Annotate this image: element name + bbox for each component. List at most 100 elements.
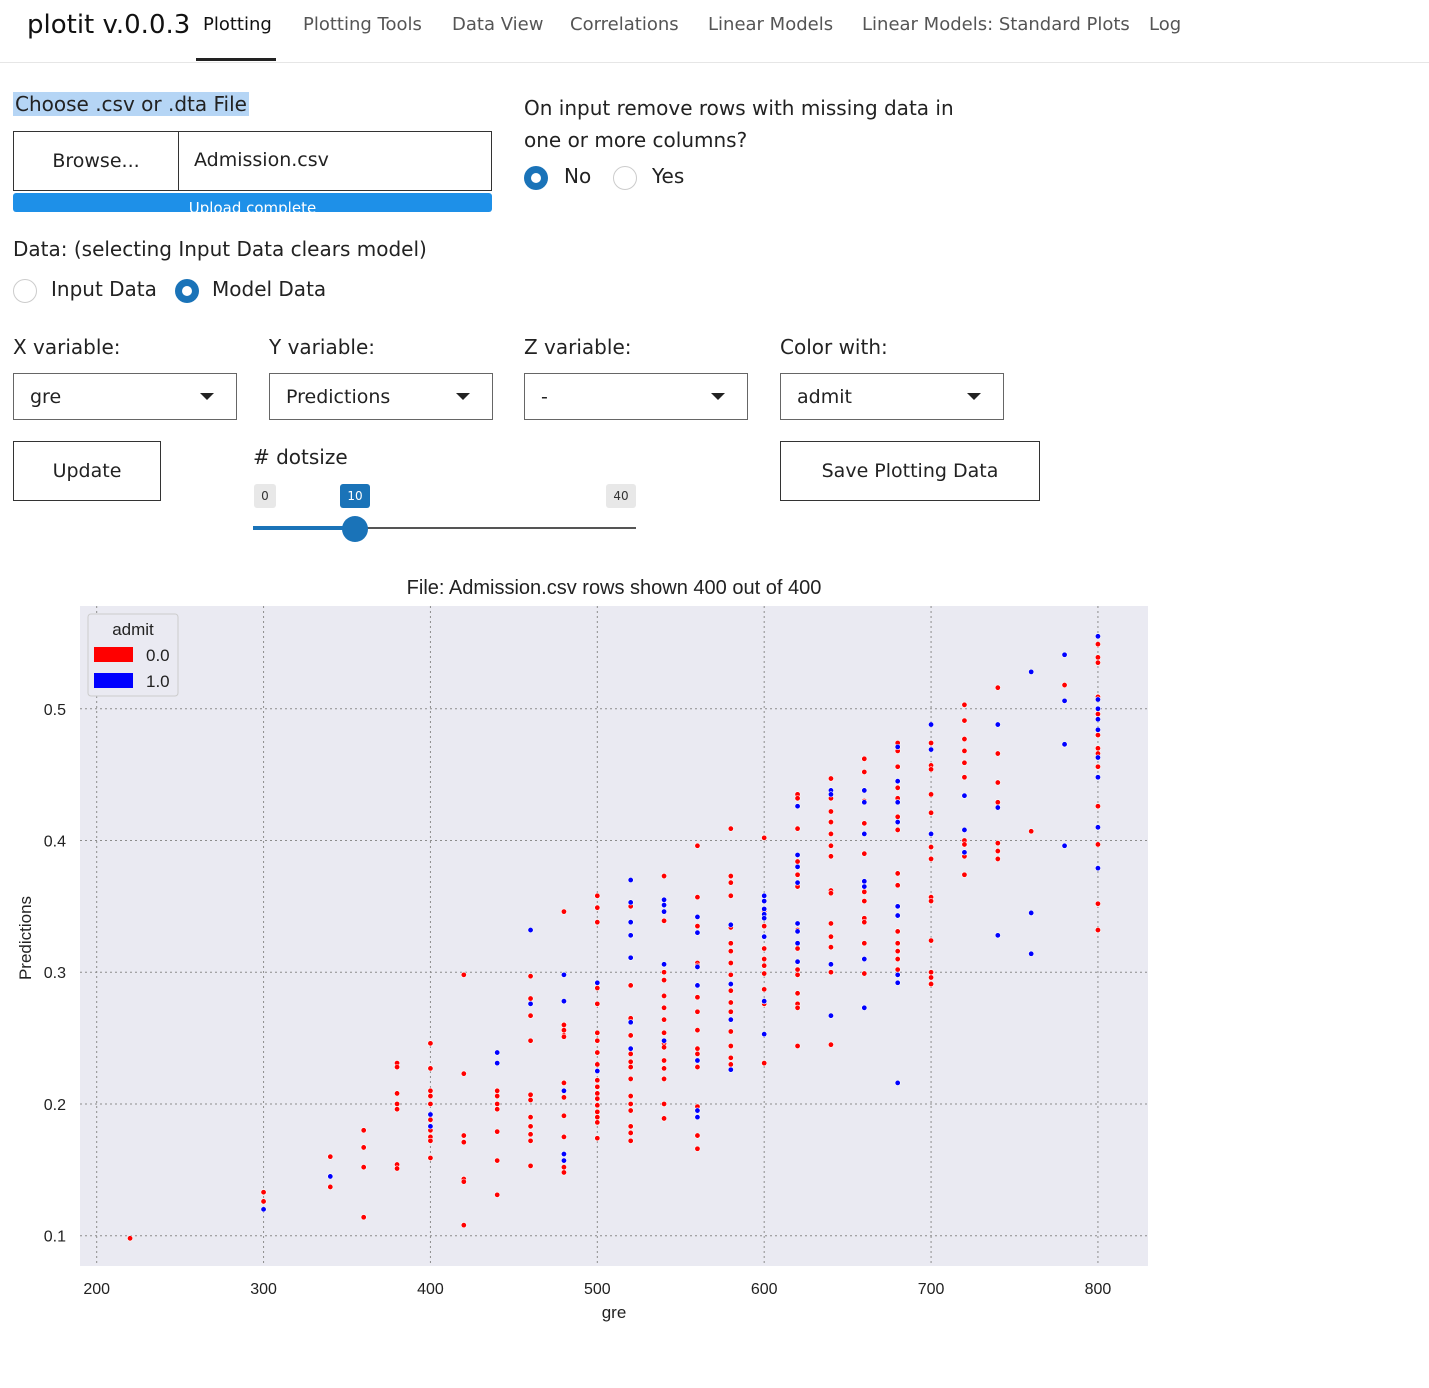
data-point-admit-1 — [794, 851, 801, 858]
data-point-admit-0 — [594, 904, 601, 911]
data-point-admit-0 — [594, 1037, 601, 1044]
tab-data-view[interactable]: Data View — [452, 14, 544, 35]
y-tick-label: 0.3 — [44, 965, 66, 982]
data-point-admit-0 — [427, 1065, 434, 1072]
data-point-admit-1 — [827, 961, 834, 968]
data-point-admit-0 — [460, 1139, 467, 1146]
x-tick-label: 700 — [918, 1281, 945, 1298]
data-point-admit-1 — [627, 1045, 634, 1052]
data-point-admit-1 — [560, 998, 567, 1005]
data-point-admit-1 — [1094, 774, 1101, 781]
tab-log[interactable]: Log — [1149, 14, 1182, 35]
data-point-admit-1 — [694, 963, 701, 970]
chevron-down-icon — [200, 393, 214, 400]
data-point-admit-0 — [661, 977, 668, 984]
data-point-admit-0 — [861, 755, 868, 762]
data-point-admit-0 — [594, 1000, 601, 1007]
data-point-admit-1 — [661, 896, 668, 903]
data-point-admit-0 — [1028, 828, 1035, 835]
data-point-admit-1 — [994, 721, 1001, 728]
data-point-admit-1 — [627, 932, 634, 939]
x-tick-label: 400 — [417, 1281, 444, 1298]
data-point-admit-0 — [727, 1061, 734, 1068]
data-point-admit-1 — [427, 1111, 434, 1118]
data-point-admit-1 — [427, 1123, 434, 1130]
tab-linear-models[interactable]: Linear Models — [708, 14, 834, 35]
dotsize-slider-handle[interactable] — [342, 516, 368, 542]
data-point-admit-0 — [1094, 927, 1101, 934]
file-input-label-text: Choose .csv or .dta File — [13, 92, 249, 116]
data-point-admit-1 — [560, 1087, 567, 1094]
data-point-admit-0 — [1094, 900, 1101, 907]
data-point-admit-0 — [861, 768, 868, 775]
data-point-admit-1 — [861, 956, 868, 963]
update-button[interactable]: Update — [13, 441, 161, 501]
file-name-field[interactable]: Admission.csv — [194, 149, 329, 171]
data-point-admit-0 — [1094, 654, 1101, 661]
data-point-admit-0 — [861, 919, 868, 926]
data-point-admit-0 — [627, 1075, 634, 1082]
color-with-select[interactable]: admit — [780, 373, 1004, 420]
data-point-admit-0 — [861, 820, 868, 827]
z-variable-select[interactable]: - — [524, 373, 748, 420]
data-point-admit-0 — [527, 1091, 534, 1098]
data-point-admit-1 — [1094, 716, 1101, 723]
data-point-admit-1 — [494, 1060, 501, 1067]
radio-model-data[interactable] — [175, 279, 199, 303]
data-point-admit-0 — [560, 1133, 567, 1140]
tab-correlations[interactable]: Correlations — [570, 14, 679, 35]
data-point-admit-0 — [661, 1065, 668, 1072]
data-point-admit-0 — [861, 898, 868, 905]
data-point-admit-0 — [894, 763, 901, 770]
z-variable-value: - — [541, 386, 548, 408]
data-point-admit-0 — [994, 848, 1001, 855]
data-point-admit-0 — [727, 940, 734, 947]
data-point-admit-0 — [560, 1164, 567, 1171]
data-point-admit-0 — [994, 750, 1001, 757]
data-point-admit-0 — [727, 960, 734, 967]
data-point-admit-0 — [494, 1106, 501, 1113]
tab-linear-models-standard-plots[interactable]: Linear Models: Standard Plots — [862, 14, 1130, 35]
data-point-admit-1 — [661, 902, 668, 909]
x-tick-label: 500 — [584, 1281, 611, 1298]
data-point-admit-0 — [127, 1235, 134, 1242]
data-point-admit-0 — [727, 987, 734, 994]
data-point-admit-0 — [794, 858, 801, 865]
x-tick-label: 300 — [250, 1281, 277, 1298]
radio-input-data[interactable] — [13, 279, 37, 303]
data-point-admit-0 — [727, 1054, 734, 1061]
data-point-admit-1 — [627, 1019, 634, 1026]
data-point-admit-1 — [761, 1031, 768, 1038]
data-point-admit-1 — [961, 849, 968, 856]
data-point-admit-0 — [594, 1090, 601, 1097]
data-point-admit-0 — [928, 855, 935, 862]
tab-plotting[interactable]: Plotting — [203, 14, 272, 35]
data-point-admit-0 — [627, 1100, 634, 1107]
data-point-admit-0 — [994, 855, 1001, 862]
y-variable-select[interactable]: Predictions — [269, 373, 493, 420]
save-plotting-data-button[interactable]: Save Plotting Data — [780, 441, 1040, 501]
data-point-admit-0 — [627, 982, 634, 989]
tab-plotting-tools[interactable]: Plotting Tools — [303, 14, 422, 35]
data-point-admit-0 — [594, 985, 601, 992]
radio-missing-no[interactable] — [524, 166, 548, 190]
data-point-admit-1 — [1094, 726, 1101, 733]
chevron-down-icon — [456, 393, 470, 400]
x-axis-label: gre — [602, 1303, 627, 1322]
dotsize-slider-track[interactable] — [253, 527, 636, 529]
upload-progress-text: Upload complete — [188, 199, 317, 212]
data-point-admit-0 — [1094, 841, 1101, 848]
data-point-admit-1 — [894, 903, 901, 910]
data-point-admit-1 — [894, 743, 901, 750]
data-point-admit-1 — [861, 878, 868, 885]
data-point-admit-0 — [661, 1029, 668, 1036]
data-point-admit-1 — [1028, 668, 1035, 675]
data-point-admit-0 — [394, 1090, 401, 1097]
x-variable-select[interactable]: gre — [13, 373, 237, 420]
radio-missing-yes[interactable] — [613, 166, 637, 190]
browse-button[interactable]: Browse... — [14, 132, 179, 190]
data-point-admit-0 — [727, 1028, 734, 1035]
file-input: Browse... Admission.csv — [13, 131, 492, 191]
data-point-admit-0 — [560, 1094, 567, 1101]
data-point-admit-0 — [761, 986, 768, 993]
